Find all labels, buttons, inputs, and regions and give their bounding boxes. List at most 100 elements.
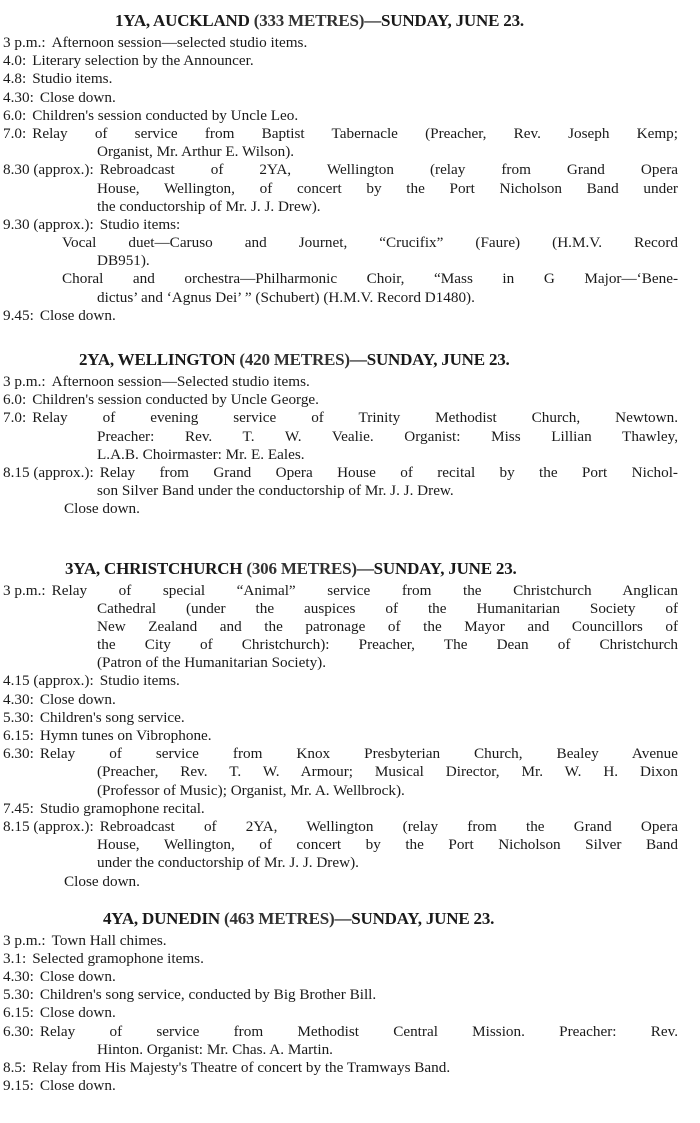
- entry-first-line: 3 p.m.: Afternoon session—Selected studio…: [3, 373, 678, 391]
- entry-time: 6.0:: [3, 106, 27, 124]
- entry-first-line: 3.1: Selected gramophone items.: [3, 950, 678, 968]
- entry-first-line: 8.15 (approx.): Relay from Grand Opera Ho…: [3, 464, 678, 482]
- entry-first-line: 7.45: Studio gramophone recital.: [3, 800, 678, 818]
- programme-entry: 6.15: Close down.: [3, 1004, 678, 1022]
- entry-text: Studio items.: [99, 672, 180, 690]
- programme-entry: Close down.: [3, 500, 678, 518]
- entry-text: Relay of service from Methodist Central …: [39, 1022, 678, 1040]
- broadcast-day: —SUNDAY, JUNE 23.: [364, 11, 524, 30]
- entry-time: 4.30:: [3, 690, 34, 708]
- programme-entry: 9.45: Close down.: [3, 307, 678, 325]
- entry-time: 7.0:: [3, 409, 27, 427]
- programme-entry: 5.30: Children's song service.: [3, 709, 678, 727]
- entry-first-line: 8.5: Relay from His Majesty's Theatre of …: [3, 1059, 678, 1077]
- entry-continuation-line: New Zealand and the patronage of the May…: [97, 617, 678, 635]
- entry-text: Close down.: [64, 872, 140, 890]
- entry-text: Hymn tunes on Vibrophone.: [39, 727, 212, 744]
- entry-text: Rebroadcast of 2YA, Wellington (relay fr…: [99, 161, 678, 179]
- entry-text: Relay of special “Animal” service from t…: [51, 581, 678, 599]
- entry-text: Close down.: [39, 306, 116, 324]
- entry-text: Children's session conducted by Uncle Ge…: [32, 391, 319, 409]
- entry-continuation-line: L.A.B. Choirmaster: Mr. E. Eales.: [97, 445, 305, 463]
- entry-text: Close down.: [39, 88, 116, 106]
- entry-continuation-line: under the conductorship of Mr. J. J. Dre…: [97, 854, 359, 872]
- programme-entry: 5.30: Children's song service, conducted …: [3, 986, 678, 1004]
- station-section: 2YA, WELLINGTON (420 METRES)—SUNDAY, JUN…: [3, 346, 678, 519]
- entry-text: Studio items.: [32, 70, 113, 88]
- entry-text: Close down.: [39, 968, 116, 986]
- station-section: 4YA, DUNEDIN (463 METRES)—SUNDAY, JUNE 2…: [3, 905, 678, 1096]
- programme-entry: 3.1: Selected gramophone items.: [3, 950, 678, 968]
- station-heading: 1YA, AUCKLAND (333 METRES)—SUNDAY, JUNE …: [3, 7, 678, 34]
- entry-first-line: 8.30 (approx.): Rebroadcast of 2YA, Welli…: [3, 161, 678, 179]
- entry-text: Relay from Grand Opera House of recital …: [99, 463, 678, 481]
- entry-first-line: 4.30: Close down.: [3, 691, 678, 709]
- programme-entry: Choral and orchestra—Philharmonic Choir,…: [3, 270, 678, 306]
- entry-first-line: 7.0: Relay of evening service of Trinity …: [3, 409, 678, 427]
- entry-first-line: 3 p.m.: Relay of special “Animal” service…: [3, 582, 678, 600]
- entry-time: 6.30:: [3, 1022, 34, 1040]
- entry-text: Relay of service from Baptist Tabernacle…: [32, 124, 678, 142]
- station-heading: 4YA, DUNEDIN (463 METRES)—SUNDAY, JUNE 2…: [3, 905, 678, 932]
- station-heading: 2YA, WELLINGTON (420 METRES)—SUNDAY, JUN…: [3, 346, 678, 373]
- programme-entry: 3 p.m.: Afternoon session—selected studio…: [3, 34, 678, 52]
- programme-entry: 9.30 (approx.): Studio items:: [3, 216, 678, 234]
- programme-entry: 8.5: Relay from His Majesty's Theatre of …: [3, 1059, 678, 1077]
- entry-text: Relay of evening service of Trinity Meth…: [32, 409, 678, 427]
- entry-text: Afternoon session—selected studio items.: [51, 34, 308, 51]
- entry-first-line: 4.30: Close down.: [3, 968, 678, 986]
- station-name: 4YA, DUNEDIN: [103, 908, 220, 928]
- entry-time: 4.0:: [3, 52, 27, 70]
- programme-entry: 6.30: Relay of service from Knox Presbyte…: [3, 745, 678, 800]
- entry-first-line: 9.45: Close down.: [3, 307, 678, 325]
- entry-first-line: 9.30 (approx.): Studio items:: [3, 216, 678, 234]
- entry-time: 6.15:: [3, 1004, 34, 1022]
- entry-first-line: 6.0: Children's session conducted by Uncl…: [3, 391, 678, 409]
- broadcast-day: —SUNDAY, JUNE 23.: [334, 908, 495, 928]
- programme-entry: 7.0: Relay of service from Baptist Tabern…: [3, 125, 678, 161]
- entry-first-line: 6.15: Hymn tunes on Vibrophone.: [3, 727, 678, 745]
- programme-entry: 3 p.m.: Town Hall chimes.: [3, 932, 678, 950]
- programme-entry: 4.8: Studio items.: [3, 70, 678, 88]
- entry-continuation-line: the conductorship of Mr. J. J. Drew).: [97, 197, 321, 215]
- entry-text: Children's session conducted by Uncle Le…: [32, 106, 299, 124]
- entry-text: Close down.: [39, 690, 116, 708]
- entry-first-line: Vocal duet—Caruso and Journet, “Crucifix…: [3, 234, 678, 252]
- entry-text: Children's song service, conducted by Bi…: [39, 986, 377, 1004]
- entry-time: 6.30:: [3, 745, 34, 763]
- station-heading: 3YA, CHRISTCHURCH (306 METRES)—SUNDAY, J…: [3, 555, 678, 582]
- broadcast-day: —SUNDAY, JUNE 23.: [349, 350, 510, 369]
- entry-time: 3 p.m.:: [3, 34, 46, 51]
- radio-programme-page: 1YA, AUCKLAND (333 METRES)—SUNDAY, JUNE …: [3, 0, 678, 1095]
- entry-text: Relay of service from Knox Presbyterian …: [39, 745, 678, 763]
- entry-first-line: 4.8: Studio items.: [3, 70, 678, 88]
- entry-first-line: 8.15 (approx.): Rebroadcast of 2YA, Welli…: [3, 818, 678, 836]
- entry-time: 4.30:: [3, 968, 34, 986]
- programme-entry: 3 p.m.: Relay of special “Animal” service…: [3, 582, 678, 673]
- programme-entry: 6.15: Hymn tunes on Vibrophone.: [3, 727, 678, 745]
- entry-time: 3 p.m.:: [3, 373, 46, 390]
- entry-time: 4.8:: [3, 70, 27, 88]
- entry-first-line: 4.15 (approx.): Studio items.: [3, 672, 678, 690]
- entry-time: 6.15:: [3, 727, 34, 744]
- entry-time: 4.30:: [3, 88, 34, 106]
- entry-continuation-line: House, Wellington, of concert by the Por…: [97, 179, 678, 197]
- entry-time: 8.15 (approx.):: [3, 817, 94, 835]
- programme-entry: 7.0: Relay of evening service of Trinity …: [3, 409, 678, 464]
- entry-first-line: 6.30: Relay of service from Knox Presbyte…: [3, 745, 678, 763]
- entry-text: Town Hall chimes.: [51, 931, 167, 949]
- entry-text: Studio items:: [99, 215, 181, 233]
- programme-entry: 4.15 (approx.): Studio items.: [3, 672, 678, 690]
- entry-time: 9.30 (approx.):: [3, 215, 94, 233]
- entry-first-line: Close down.: [3, 873, 678, 891]
- entry-text: Afternoon session—Selected studio items.: [51, 373, 310, 390]
- entry-text: Rebroadcast of 2YA, Wellington (relay fr…: [99, 817, 678, 835]
- entry-text: Literary selection by the Announcer.: [32, 52, 254, 70]
- programme-entry: 6.30: Relay of service from Methodist Cen…: [3, 1023, 678, 1059]
- entry-continuation-line: Preacher: Rev. T. W. Vealie. Organist: M…: [97, 427, 678, 445]
- entry-text: Close down.: [64, 500, 140, 518]
- programme-entry: 8.15 (approx.): Rebroadcast of 2YA, Welli…: [3, 818, 678, 873]
- entry-continuation-line: Organist, Mr. Arthur E. Wilson).: [97, 143, 295, 161]
- entry-time: 5.30:: [3, 986, 34, 1004]
- entry-time: 9.45:: [3, 306, 34, 324]
